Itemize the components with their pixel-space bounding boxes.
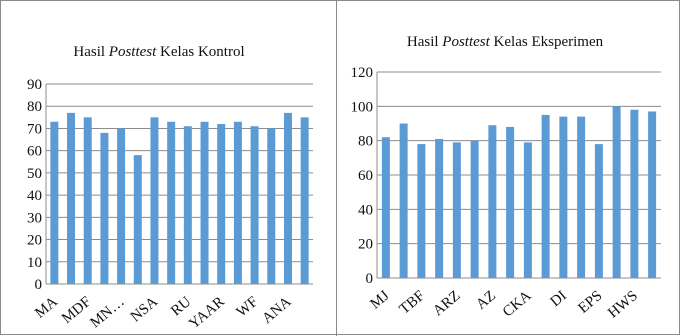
chart-experiment-title-suffix: Kelas Eksperimen	[490, 34, 604, 50]
chart-experiment-bar	[630, 109, 639, 279]
chart-experiment-bar	[470, 140, 479, 278]
chart-control-bar	[200, 121, 209, 285]
chart-control-x-label: MA	[32, 294, 61, 322]
chart-experiment-svg: 0 20 40 60 80 100 120 MJ TBF ARZ AZ CKA DI EPS HWS Ha…	[351, 34, 661, 322]
chart-experiment-x-label: TBF	[397, 288, 428, 318]
chart-control-y-tick-label: 0	[35, 277, 43, 293]
chart-control-bar	[83, 117, 92, 284]
chart-experiment-x-label: CKA	[500, 288, 535, 321]
chart-experiment-bar	[488, 125, 497, 278]
chart-control-x-label: NSA	[128, 294, 161, 326]
chart-experiment-bars	[381, 106, 657, 279]
chart-experiment-bar	[452, 142, 461, 278]
chart-experiment-bar	[435, 138, 444, 278]
chart-control-bar	[167, 121, 176, 285]
chart-experiment-y-tick-label: 60	[358, 168, 373, 184]
chart-experiment-bar	[541, 114, 550, 279]
chart-control-y-tick-label: 20	[27, 233, 42, 249]
chart-control-bar	[217, 124, 226, 284]
chart-experiment-y-tick-label: 40	[358, 202, 373, 218]
chart-experiment-x-label: EPS	[575, 288, 605, 317]
chart-experiment-y-ticks: 0 20 40 60 80 100 120	[351, 65, 374, 287]
chart-control-x-label: YAAR	[186, 294, 228, 333]
chart-experiment-y-tick-label: 100	[351, 99, 374, 115]
chart-experiment-bar	[577, 116, 586, 278]
chart-control-bar	[267, 128, 276, 284]
chart-experiment-x-labels: MJ TBF ARZ AZ CKA DI EPS HWS	[367, 288, 640, 322]
chart-control-x-label: ANA	[259, 294, 294, 327]
chart-experiment-title-prefix: Hasil	[407, 34, 442, 50]
chart-experiment-y-tick-label: 0	[366, 271, 374, 287]
chart-experiment-x-label: ARZ	[430, 288, 463, 320]
chart-panel-control: 0 10 20 30 40 50 60 70 80 90 MA MDF MN… NSA RU YAAR WF A…	[1, 1, 336, 336]
chart-experiment-y-tick-label: 20	[358, 237, 373, 253]
chart-control-y-tick-label: 50	[27, 166, 42, 182]
chart-experiment-bar	[559, 116, 568, 278]
panel-divider	[336, 1, 337, 336]
chart-experiment-bar	[523, 142, 532, 278]
chart-control-bar	[100, 132, 109, 284]
chart-panel-experiment: 0 20 40 60 80 100 120 MJ TBF ARZ AZ CKA DI EPS HWS Ha…	[337, 1, 680, 336]
chart-experiment-bar	[381, 137, 390, 278]
chart-control-y-tick-label: 70	[27, 121, 42, 137]
chart-control-bar	[233, 121, 242, 285]
chart-control-bar	[283, 112, 292, 284]
chart-experiment-y-tick-label: 80	[358, 134, 373, 150]
chart-experiment-title: Hasil Posttest Kelas Eksperimen	[407, 34, 604, 50]
chart-control-title: Hasil Posttest Kelas Kontrol	[73, 44, 244, 60]
chart-control-x-label: MN…	[87, 294, 127, 331]
chart-control-bar	[183, 126, 192, 284]
chart-experiment-bar	[648, 111, 657, 278]
chart-control-title-suffix: Kelas Kontrol	[156, 44, 244, 60]
chart-control-bars	[50, 112, 309, 285]
chart-control-y-tick-label: 60	[27, 144, 42, 160]
chart-experiment-bar	[612, 106, 621, 278]
chart-control-y-tick-label: 80	[27, 99, 42, 115]
chart-control-title-prefix: Hasil	[73, 44, 108, 60]
chart-control-bar	[133, 155, 142, 284]
chart-experiment-x-label: AZ	[473, 288, 499, 313]
chart-control-bar	[250, 126, 259, 284]
chart-experiment-title-italic: Posttest	[441, 34, 490, 50]
chart-control-bar	[50, 121, 59, 285]
chart-control-y-tick-label: 90	[27, 77, 42, 93]
chart-experiment-bar	[594, 144, 603, 278]
chart-control-y-tick-label: 10	[27, 255, 42, 271]
chart-experiment-x-label: MJ	[367, 288, 392, 313]
chart-control-y-tick-label: 40	[27, 188, 42, 204]
chart-control-y-ticks: 0 10 20 30 40 50 60 70 80 90	[27, 77, 42, 293]
chart-control-bar	[300, 117, 309, 284]
chart-control-title-italic: Posttest	[108, 44, 157, 60]
chart-experiment-bar	[506, 126, 515, 278]
chart-experiment-y-tick-label: 120	[351, 65, 374, 81]
chart-experiment-bar	[399, 123, 408, 278]
chart-experiment-axes	[376, 72, 661, 279]
chart-control-axes	[45, 84, 313, 285]
chart-experiment-x-label: HWS	[605, 288, 641, 322]
chart-control-bar	[150, 117, 159, 284]
chart-control-x-label: WF	[234, 294, 262, 321]
chart-experiment-x-label: DI	[548, 288, 570, 310]
chart-control-y-tick-label: 30	[27, 210, 42, 226]
chart-control-bar	[67, 112, 76, 284]
chart-experiment-bar	[417, 144, 426, 278]
chart-control-bar	[117, 128, 126, 284]
